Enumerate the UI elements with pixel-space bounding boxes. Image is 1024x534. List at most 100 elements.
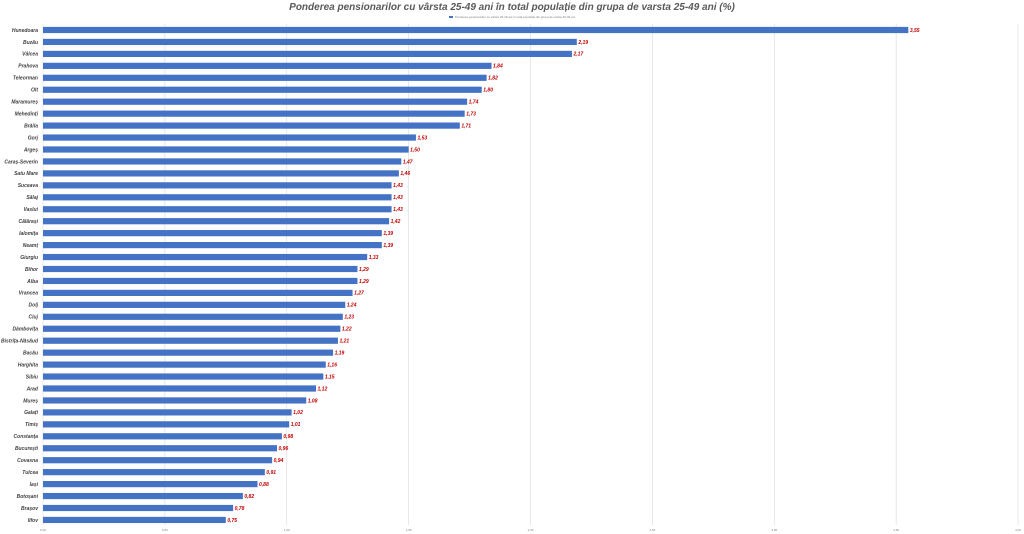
x-tick-label: 2,50: [649, 528, 655, 532]
data-label: 0,91: [266, 470, 276, 476]
data-label: 1,02: [293, 410, 303, 416]
data-label: 1,39: [383, 231, 393, 237]
category-label: Satu Mare: [14, 171, 38, 177]
data-label: 1,43: [393, 183, 403, 189]
bar: [43, 206, 392, 213]
bar: [43, 98, 468, 105]
category-label: Bacău: [23, 350, 38, 356]
category-label: Vaslui: [23, 207, 38, 213]
legend-label: Ponderea pensionarilor cu vârsta 25-49 a…: [454, 15, 576, 19]
bar: [43, 289, 353, 296]
category-label: Dâmbovița: [12, 327, 38, 333]
category-label: Ilfov: [28, 518, 39, 524]
category-label: Mehedinți: [15, 111, 39, 117]
data-label: 1,43: [393, 195, 403, 201]
bar: [43, 253, 368, 261]
x-tick-label: 3,50: [893, 528, 899, 532]
category-label: Dolj: [29, 303, 39, 309]
chart-legend: Ponderea pensionarilor cu vârsta 25-49 a…: [0, 15, 1024, 19]
bar: [43, 26, 909, 34]
data-label: 1,47: [403, 159, 413, 165]
bar: [43, 492, 243, 500]
bar: [43, 158, 402, 165]
data-label: 0,78: [235, 506, 245, 512]
bar: [43, 504, 234, 512]
category-label: Brăila: [24, 123, 38, 129]
category-label: Caraș-Severin: [4, 159, 38, 165]
bar: [43, 516, 226, 524]
bar: [43, 170, 399, 177]
bar: [43, 397, 307, 404]
bar: [43, 218, 390, 225]
bar: [43, 242, 382, 249]
bar: [43, 325, 341, 332]
data-label: 1,21: [339, 339, 349, 345]
bar: [43, 122, 460, 129]
bar: [43, 86, 482, 93]
category-label: Sibiu: [26, 374, 38, 380]
bar: [43, 385, 316, 392]
bar: [43, 194, 392, 201]
data-label: 1,01: [291, 422, 301, 428]
bar: [43, 409, 292, 416]
data-label: 1,15: [325, 374, 335, 380]
category-label: Vrancea: [19, 291, 39, 297]
data-label: 1,74: [469, 100, 479, 106]
x-tick-label: 1,00: [284, 528, 290, 532]
data-label: 1,24: [347, 303, 357, 309]
data-label: 1,39: [383, 243, 393, 249]
category-label: Constanța: [14, 434, 39, 440]
category-label: Suceava: [18, 183, 39, 189]
category-label: Bihor: [25, 267, 39, 273]
category-label: Buzău: [23, 40, 38, 46]
data-label: 1,19: [335, 350, 345, 356]
data-label: 0,94: [274, 458, 284, 464]
bar: [43, 457, 273, 464]
data-label: 0,96: [279, 446, 289, 452]
bar: [43, 373, 324, 380]
data-label: 1,23: [344, 315, 354, 321]
category-label: Bistrița-Năsăud: [1, 339, 39, 345]
category-label: Arad: [26, 386, 39, 392]
bar: [43, 421, 290, 428]
data-label: 1,50: [410, 147, 420, 153]
category-label: Mureș: [23, 398, 38, 404]
data-label: 0,75: [227, 518, 237, 524]
data-label: 1,12: [318, 386, 328, 392]
category-label: Harghita: [18, 362, 39, 368]
data-label: 1,84: [493, 64, 503, 70]
data-label: 1,29: [359, 267, 369, 273]
bar: [43, 110, 465, 117]
data-label: 1,27: [354, 291, 364, 297]
category-label: Prahova: [18, 64, 38, 70]
bar: [43, 146, 409, 153]
bar: [43, 38, 577, 46]
x-tick-label: 2,00: [528, 528, 534, 532]
data-label: 1,73: [466, 111, 476, 117]
data-label: 1,53: [417, 135, 427, 141]
category-label: Ialomița: [19, 231, 38, 237]
bar: [43, 481, 258, 488]
bar: [43, 469, 265, 476]
data-label: 1,22: [342, 327, 352, 333]
data-label: 1,82: [488, 76, 498, 82]
bar: [43, 349, 334, 356]
bar: [43, 230, 382, 237]
data-label: 3,55: [910, 28, 920, 34]
bar: [43, 445, 277, 452]
data-label: 1,71: [461, 123, 471, 129]
category-label: Giurgiu: [20, 255, 38, 261]
category-label: Olt: [31, 88, 38, 94]
bar: [43, 433, 282, 440]
x-tick-label: 1,50: [406, 528, 412, 532]
bar: [43, 50, 572, 57]
bar: [43, 182, 392, 189]
category-label: Galați: [24, 410, 39, 416]
data-label: 1,16: [327, 362, 337, 368]
chart-title: Ponderea pensionarilor cu vârsta 25-49 a…: [289, 2, 735, 13]
category-label: Argeș: [23, 147, 38, 153]
data-label: 1,33: [369, 255, 379, 261]
data-label: 1,80: [483, 88, 493, 94]
category-label: Teleorman: [13, 76, 38, 82]
